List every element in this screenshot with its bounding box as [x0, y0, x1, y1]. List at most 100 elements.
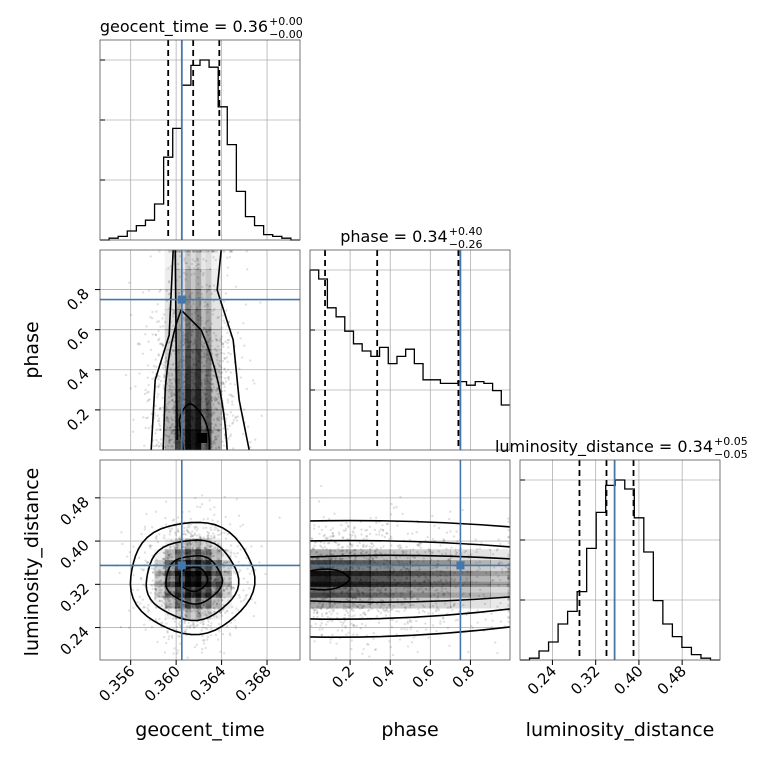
scatter-geocent_time-vs-luminosity_distance-point	[189, 535, 193, 538]
scatter-phase-vs-luminosity_distance-point	[310, 537, 313, 540]
scatter-geocent_time-vs-phase-point	[168, 387, 171, 391]
scatter-geocent_time-vs-luminosity_distance-point	[217, 550, 220, 554]
scatter-geocent_time-vs-luminosity_distance-point	[141, 598, 145, 601]
scatter-phase-vs-luminosity_distance-point	[374, 552, 377, 555]
scatter-geocent_time-vs-luminosity_distance-point	[158, 572, 161, 575]
scatter-geocent_time-vs-luminosity_distance-point	[178, 609, 181, 612]
scatter-geocent_time-vs-phase-point	[225, 324, 229, 327]
scatter-geocent_time-vs-luminosity_distance-point	[260, 545, 263, 548]
scatter-geocent_time-vs-phase-point	[210, 407, 214, 410]
scatter-geocent_time-vs-phase-point	[214, 446, 218, 450]
scatter-geocent_time-vs-phase-point	[170, 431, 174, 434]
scatter-phase-vs-luminosity_distance-point	[366, 609, 370, 613]
scatter-geocent_time-vs-luminosity_distance-point	[154, 596, 157, 600]
scatter-geocent_time-vs-phase-point	[185, 262, 189, 265]
scatter-geocent_time-vs-phase-point	[188, 250, 191, 253]
scatter-geocent_time-vs-luminosity_distance-point	[215, 527, 218, 530]
scatter-geocent_time-vs-phase-point	[216, 358, 219, 362]
scatter-geocent_time-vs-phase-point	[218, 429, 221, 432]
scatter-geocent_time-vs-luminosity_distance-point	[200, 537, 203, 540]
scatter-geocent_time-vs-phase-point	[178, 396, 181, 399]
scatter-phase-vs-luminosity_distance-point	[386, 522, 390, 526]
scatter-geocent_time-vs-phase-point	[170, 416, 173, 419]
scatter-phase-vs-luminosity_distance-point	[383, 603, 386, 607]
scatter-geocent_time-vs-luminosity_distance-point	[163, 635, 166, 639]
scatter-phase-vs-luminosity_distance-point	[324, 525, 328, 528]
scatter-geocent_time-vs-luminosity_distance-point	[171, 585, 174, 589]
scatter-geocent_time-vs-luminosity_distance-point	[237, 593, 241, 597]
scatter-phase-vs-luminosity_distance-point	[395, 587, 398, 591]
scatter-phase-vs-luminosity_distance-point	[409, 627, 412, 631]
scatter-geocent_time-vs-luminosity_distance-point	[167, 553, 171, 557]
scatter-geocent_time-vs-luminosity_distance-point	[160, 595, 164, 599]
scatter-phase-vs-luminosity_distance-point	[445, 581, 448, 585]
scatter-geocent_time-vs-luminosity_distance-point	[183, 551, 187, 555]
scatter-geocent_time-vs-phase-point	[229, 433, 233, 436]
scatter-geocent_time-vs-phase-point	[167, 436, 171, 439]
scatter-geocent_time-vs-phase-point	[212, 418, 216, 421]
scatter-geocent_time-vs-luminosity_distance-point	[200, 651, 204, 654]
scatter-geocent_time-vs-luminosity_distance-point	[202, 642, 206, 645]
scatter-phase-vs-luminosity_distance-point	[406, 622, 410, 625]
scatter-geocent_time-vs-luminosity_distance-point	[178, 606, 182, 610]
scatter-geocent_time-vs-phase-point	[177, 291, 181, 295]
scatter-geocent_time-vs-luminosity_distance-point	[211, 570, 214, 574]
scatter-phase-vs-luminosity_distance-point	[392, 593, 395, 596]
scatter-phase-vs-luminosity_distance-point	[321, 604, 324, 607]
scatter-geocent_time-vs-phase-point	[212, 404, 215, 407]
scatter-geocent_time-vs-phase-point	[229, 371, 233, 374]
scatter-geocent_time-vs-phase-point	[209, 328, 212, 331]
scatter-phase-vs-luminosity_distance-point	[400, 568, 403, 571]
scatter-geocent_time-vs-phase-point	[195, 257, 199, 260]
scatter-geocent_time-vs-phase-point	[129, 313, 133, 317]
scatter-geocent_time-vs-luminosity_distance-point	[182, 532, 185, 536]
scatter-geocent_time-vs-luminosity_distance-point	[220, 594, 223, 597]
scatter-phase-vs-luminosity_distance-point	[368, 558, 371, 561]
scatter-geocent_time-vs-luminosity_distance-point	[194, 496, 197, 500]
scatter-geocent_time-vs-phase-point	[187, 342, 190, 345]
scatter-phase-vs-luminosity_distance-point	[318, 628, 321, 631]
scatter-phase-vs-luminosity_distance-point	[449, 606, 452, 609]
scatter-phase-vs-luminosity_distance-bg	[310, 460, 510, 660]
scatter-geocent_time-vs-phase-point	[214, 399, 217, 402]
scatter-geocent_time-vs-luminosity_distance-point	[168, 581, 172, 585]
scatter-phase-vs-luminosity_distance-point	[361, 616, 364, 619]
scatter-geocent_time-vs-luminosity_distance-truth-marker	[177, 561, 186, 570]
scatter-phase-vs-luminosity_distance-point	[367, 561, 371, 564]
hist-phase-bg	[310, 250, 510, 450]
scatter-geocent_time-vs-phase-point	[182, 318, 186, 321]
scatter-geocent_time-vs-luminosity_distance-point	[215, 586, 218, 589]
scatter-geocent_time-vs-phase-point	[217, 445, 221, 449]
scatter-geocent_time-vs-phase-point	[204, 400, 207, 403]
scatter-geocent_time-vs-luminosity_distance-point	[182, 545, 185, 548]
scatter-phase-vs-luminosity_distance-point	[408, 620, 411, 623]
scatter-geocent_time-vs-luminosity_distance-point	[170, 634, 174, 638]
scatter-geocent_time-vs-phase-point	[230, 393, 233, 396]
scatter-geocent_time-vs-phase-point	[216, 345, 220, 348]
scatter-geocent_time-vs-phase-point	[199, 302, 202, 305]
scatter-geocent_time-vs-phase-point	[150, 316, 154, 320]
scatter-phase-vs-luminosity_distance-point	[319, 553, 323, 556]
scatter-geocent_time-vs-luminosity_distance-point	[199, 607, 203, 610]
scatter-geocent_time-vs-luminosity_distance-point	[160, 588, 163, 592]
scatter-phase-vs-luminosity_distance-point	[507, 567, 510, 570]
scatter-geocent_time-vs-luminosity_distance-point	[186, 544, 189, 547]
scatter-geocent_time-vs-luminosity_distance-point	[228, 569, 231, 573]
scatter-geocent_time-vs-phase-point	[178, 255, 182, 258]
scatter-geocent_time-vs-luminosity_distance-point	[213, 584, 217, 587]
scatter-geocent_time-vs-luminosity_distance-point	[158, 617, 161, 621]
scatter-geocent_time-vs-phase-point	[166, 408, 169, 411]
scatter-geocent_time-vs-phase-point	[207, 319, 210, 322]
scatter-geocent_time-vs-phase-point	[221, 440, 224, 443]
scatter-phase-vs-luminosity_distance-point	[427, 547, 430, 551]
scatter-phase-vs-luminosity_distance-point	[316, 557, 319, 561]
scatter-geocent_time-vs-phase-point	[214, 258, 217, 262]
scatter-geocent_time-vs-luminosity_distance-point	[205, 638, 209, 641]
scatter-geocent_time-vs-phase-point	[124, 374, 128, 377]
scatter-geocent_time-vs-phase-point	[142, 416, 145, 419]
scatter-phase-vs-luminosity_distance-point	[311, 547, 315, 550]
scatter-geocent_time-vs-phase-point	[207, 353, 210, 357]
scatter-geocent_time-vs-luminosity_distance-point	[183, 549, 187, 552]
scatter-geocent_time-vs-luminosity_distance-point	[158, 583, 162, 586]
scatter-phase-vs-luminosity_distance-point	[331, 556, 334, 559]
